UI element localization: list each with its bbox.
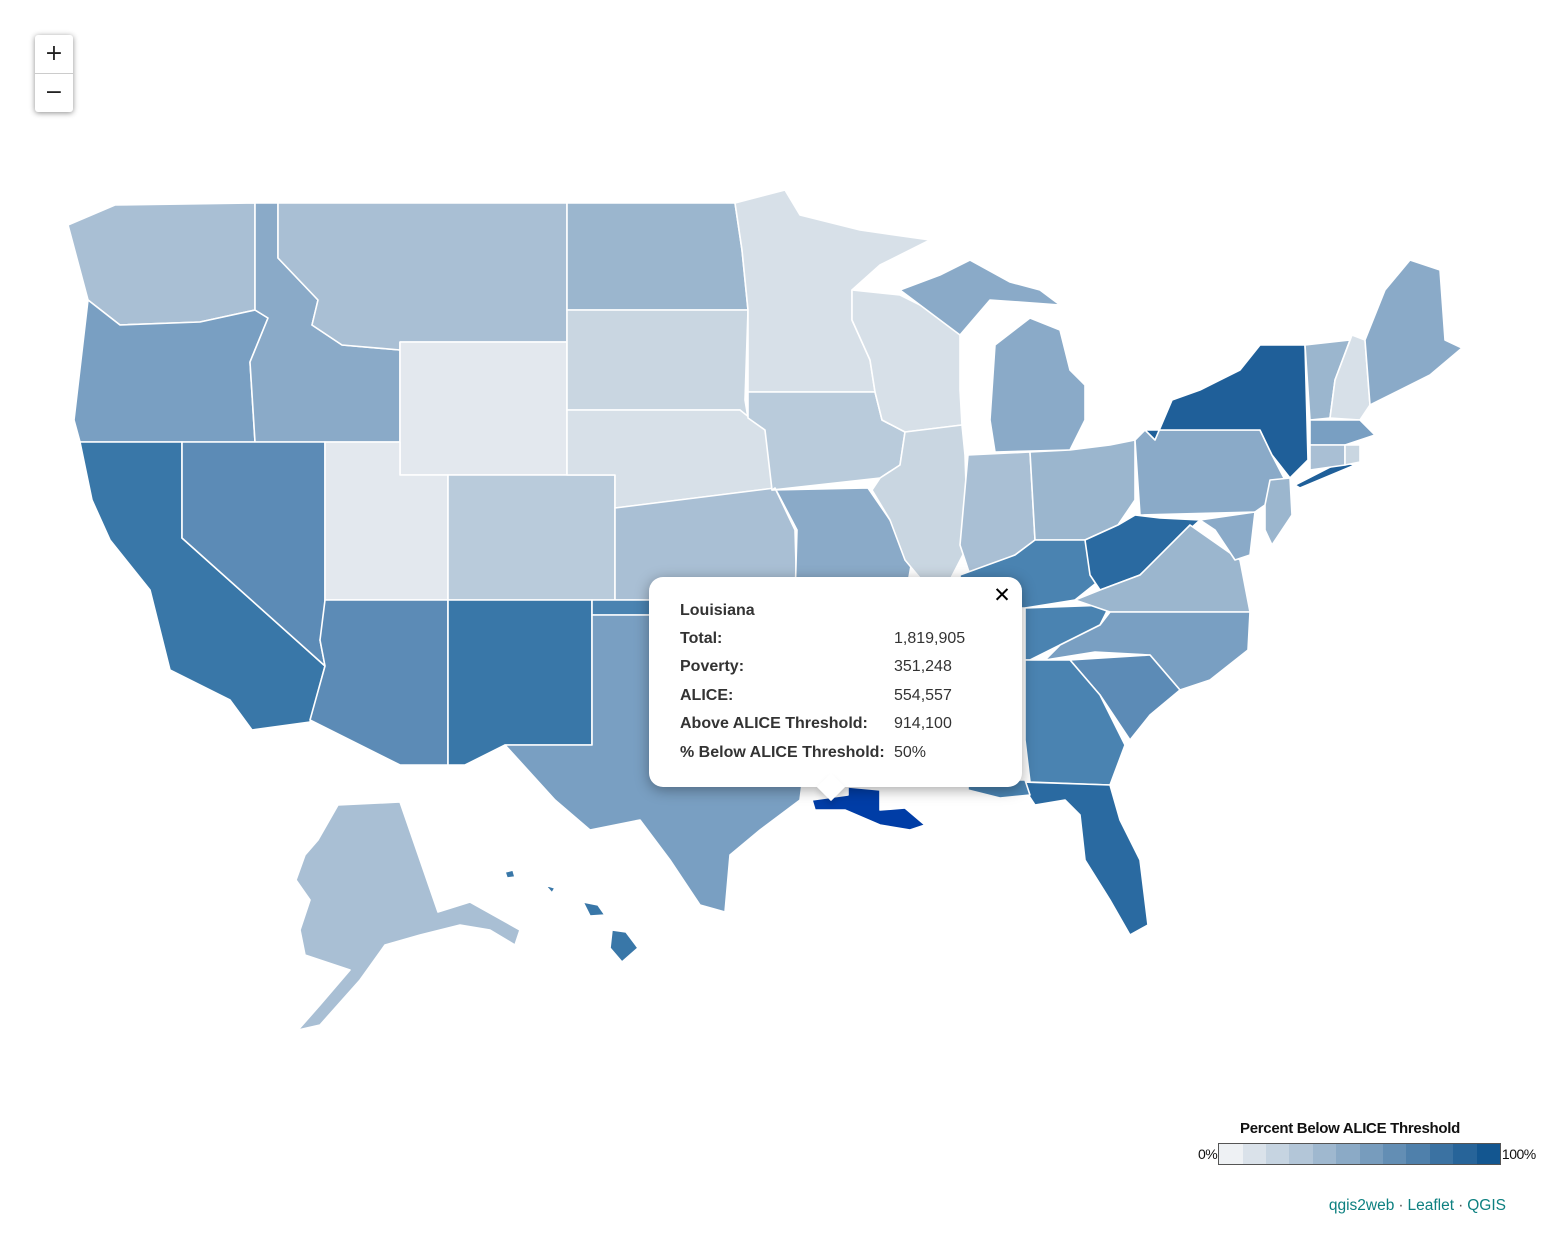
- legend-color-bar: [1218, 1143, 1501, 1165]
- state-hawaii-kauai[interactable]: [504, 869, 516, 879]
- state-florida[interactable]: [1019, 781, 1149, 936]
- popup-label: Poverty:: [680, 658, 745, 676]
- legend-swatch: [1359, 1144, 1383, 1164]
- state-north-carolina[interactable]: [1044, 611, 1251, 691]
- legend: Percent Below ALICE Threshold 0% 100%: [1198, 1120, 1536, 1165]
- popup-value: 1,819,905: [894, 630, 966, 647]
- state-new-york[interactable]: [1144, 344, 1309, 479]
- legend-swatch: [1336, 1144, 1360, 1164]
- state-hawaii-maui[interactable]: [582, 901, 606, 917]
- state-georgia[interactable]: [1024, 659, 1126, 786]
- state-long-island[interactable]: [1294, 461, 1356, 489]
- legend-swatch: [1406, 1144, 1430, 1164]
- legend-swatch: [1312, 1144, 1337, 1164]
- state-illinois[interactable]: [871, 424, 969, 581]
- zoom-in-button[interactable]: +: [44, 41, 64, 66]
- popup-row: Total: 1,819,905: [680, 629, 1002, 657]
- state-massachusetts[interactable]: [1309, 419, 1376, 446]
- legend-title: Percent Below ALICE Threshold: [1240, 1120, 1460, 1137]
- popup-value: 50%: [894, 743, 927, 761]
- popup-value: 554,557: [894, 686, 952, 704]
- attribution-link-leaflet[interactable]: Leaflet: [1407, 1197, 1455, 1214]
- state-montana[interactable]: [277, 202, 568, 351]
- legend-max-label: 100%: [1501, 1146, 1536, 1162]
- popup-label: Total:: [680, 630, 723, 647]
- popup-row: Poverty: 351,248: [680, 657, 1002, 685]
- state-louisiana[interactable]: [811, 786, 926, 831]
- state-south-dakota[interactable]: [566, 309, 749, 419]
- legend-swatch: [1242, 1144, 1267, 1164]
- popup-row: ALICE: 554,557: [680, 686, 1002, 714]
- attribution-link-qgis[interactable]: QGIS: [1467, 1197, 1506, 1214]
- close-icon[interactable]: ✕: [993, 583, 1011, 607]
- state-new-mexico[interactable]: [447, 599, 593, 766]
- legend-swatch: [1429, 1144, 1454, 1164]
- popup-label: % Below ALICE Threshold:: [680, 743, 885, 761]
- state-popup: ✕ Louisiana Total: 1,819,905 Poverty: 35…: [649, 577, 1022, 802]
- state-wyoming[interactable]: [399, 341, 568, 476]
- attribution-link-qgis2web[interactable]: qgis2web: [1328, 1197, 1395, 1214]
- popup-label: Above ALICE Threshold:: [680, 715, 868, 733]
- popup-row: % Below ALICE Threshold: 50%: [680, 743, 1002, 771]
- state-arizona[interactable]: [309, 599, 449, 766]
- state-maryland[interactable]: [1199, 511, 1256, 561]
- state-connecticut[interactable]: [1309, 444, 1346, 471]
- state-hawaii-oahu[interactable]: [544, 884, 556, 894]
- attribution: qgis2web · Leaflet · QGIS: [1329, 1197, 1506, 1215]
- legend-swatch: [1266, 1144, 1290, 1164]
- zoom-control: + −: [35, 35, 73, 112]
- legend-swatch: [1289, 1144, 1313, 1164]
- state-maine[interactable]: [1364, 259, 1463, 406]
- attribution-separator: ·: [1398, 1197, 1404, 1214]
- state-michigan[interactable]: [989, 317, 1086, 453]
- zoom-out-button[interactable]: −: [35, 73, 73, 112]
- state-pennsylvania[interactable]: [1134, 429, 1286, 516]
- legend-scale: 0% 100%: [1198, 1143, 1536, 1165]
- popup-value: 914,100: [894, 715, 952, 733]
- legend-swatch: [1219, 1144, 1243, 1164]
- legend-swatch: [1476, 1144, 1500, 1164]
- legend-min-label: 0%: [1198, 1146, 1218, 1162]
- attribution-separator: ·: [1458, 1197, 1464, 1214]
- popup-value: 351,248: [894, 658, 952, 676]
- legend-swatch: [1453, 1144, 1477, 1164]
- state-rhode-island[interactable]: [1344, 444, 1361, 466]
- state-new-jersey[interactable]: [1264, 477, 1293, 546]
- state-michigan-up[interactable]: [899, 259, 1061, 336]
- state-north-dakota[interactable]: [566, 202, 749, 311]
- state-alaska[interactable]: [295, 801, 521, 1031]
- state-hawaii-big[interactable]: [609, 929, 639, 963]
- popup-row: Above ALICE Threshold: 914,100: [680, 714, 1002, 742]
- state-colorado[interactable]: [447, 474, 616, 601]
- legend-swatch: [1382, 1144, 1407, 1164]
- popup-label: ALICE:: [680, 686, 734, 704]
- popup-title: Louisiana: [680, 602, 755, 619]
